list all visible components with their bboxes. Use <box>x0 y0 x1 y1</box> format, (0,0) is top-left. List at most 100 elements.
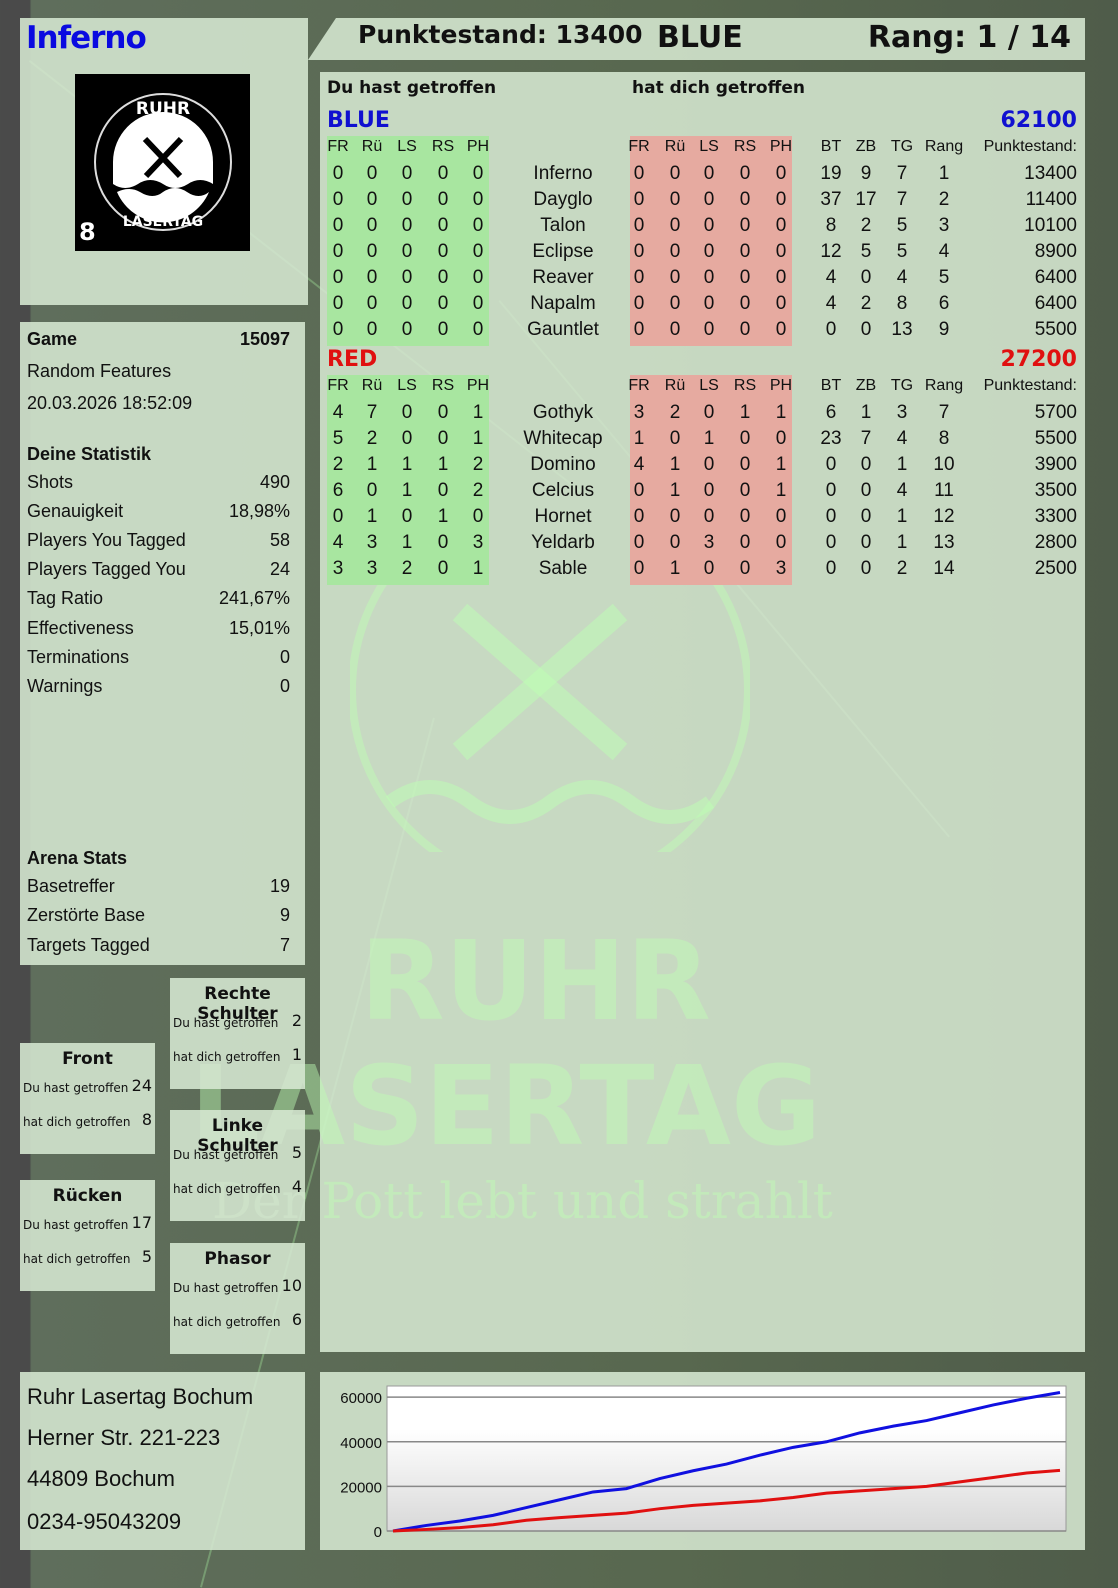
column-header: FR <box>628 138 649 156</box>
hit-you-cell: 0 <box>740 267 751 289</box>
you-hit-cell: 0 <box>333 293 344 315</box>
hit-label: Du hast getroffen <box>23 1218 128 1232</box>
hit-you-cell: 0 <box>670 163 681 185</box>
column-header: Rü <box>362 377 382 395</box>
table-row <box>320 267 1085 293</box>
you-hit-cell: 0 <box>438 189 449 211</box>
you-hit-cell: 0 <box>438 267 449 289</box>
header-score: Punktestand: 13400 <box>358 20 643 49</box>
hit-you-cell: 0 <box>704 189 715 211</box>
you-hit-cell: 0 <box>402 163 413 185</box>
stat-cell: 1 <box>861 402 872 424</box>
player-name: Talon <box>540 215 585 237</box>
column-header: FR <box>628 377 649 395</box>
stats-value: 58 <box>270 530 290 551</box>
stat-cell: 0 <box>861 454 872 476</box>
stat-cell: 2 <box>897 558 908 580</box>
hitzone-title: Phasor <box>170 1249 305 1269</box>
player-name: Hornet <box>534 506 591 528</box>
stats-value: 0 <box>280 647 290 668</box>
game-mode: Random Features <box>27 361 290 382</box>
game-mode-text: Random Features <box>27 361 171 382</box>
stat-cell: 12 <box>820 241 841 263</box>
stats-label: Effectiveness <box>27 618 134 639</box>
hit-you-cell: 0 <box>776 215 787 237</box>
stat-cell: 0 <box>826 532 837 554</box>
stat-cell: 3 <box>897 402 908 424</box>
got-label: hat dich getroffen <box>23 1252 130 1266</box>
hit-label: Du hast getroffen <box>173 1016 278 1030</box>
you-hit-cell: 0 <box>473 506 484 528</box>
hit-value: 5 <box>292 1143 302 1162</box>
hit-you-cell: 1 <box>670 454 681 476</box>
table-row <box>320 428 1085 454</box>
stat-cell: 4 <box>897 267 908 289</box>
you-hit-cell: 0 <box>438 293 449 315</box>
you-hit-cell: 0 <box>473 293 484 315</box>
player-name: Reaver <box>532 267 593 289</box>
got-label: hat dich getroffen <box>173 1182 280 1196</box>
plot-area <box>387 1386 1066 1531</box>
hit-you-cell: 0 <box>704 241 715 263</box>
stat-cell: 4 <box>826 293 837 315</box>
stat-cell: 0 <box>861 558 872 580</box>
hitzone-title: Front <box>20 1049 155 1069</box>
you-hit-cell: 1 <box>402 454 413 476</box>
you-hit-cell: 0 <box>367 267 378 289</box>
you-hit-cell: 0 <box>402 506 413 528</box>
you-hit-cell: 1 <box>438 506 449 528</box>
hit-you-cell: 0 <box>740 506 751 528</box>
you-hit-cell: 0 <box>333 267 344 289</box>
table-row <box>320 454 1085 480</box>
you-hit-cell: 1 <box>473 558 484 580</box>
column-header: FR <box>327 138 348 156</box>
arena-label: Zerstörte Base <box>27 905 145 926</box>
hit-value: 10 <box>282 1276 302 1295</box>
player-name: Whitecap <box>523 428 602 450</box>
you-hit-cell: 1 <box>402 532 413 554</box>
watermark-slogan: Der Pott lebt und strahlt <box>212 1172 833 1230</box>
hit-you-cell: 0 <box>704 267 715 289</box>
you-hit-cell: 1 <box>438 454 449 476</box>
hit-you-cell: 0 <box>634 319 645 341</box>
stats-label: Shots <box>27 472 73 493</box>
address-line: 44809 Bochum <box>27 1466 175 1492</box>
hit-you-cell: 0 <box>740 428 751 450</box>
hit-you-cell: 2 <box>670 402 681 424</box>
stat-cell: 3 <box>939 215 950 237</box>
column-header: PH <box>770 138 792 156</box>
stats-label: Genauigkeit <box>27 501 123 522</box>
you-hit-cell: 0 <box>402 428 413 450</box>
arena-value: 9 <box>280 905 290 926</box>
hit-you-cell: 0 <box>776 319 787 341</box>
stats-label: Players You Tagged <box>27 530 186 551</box>
stat-cell: 14 <box>933 558 954 580</box>
player-score: 3900 <box>1035 454 1077 476</box>
you-hit-cell: 0 <box>333 163 344 185</box>
team-total: 27200 <box>1000 347 1077 372</box>
column-header: LS <box>397 138 417 156</box>
table-row <box>320 319 1085 345</box>
team-total: 62100 <box>1000 108 1077 133</box>
hit-you-cell: 1 <box>670 558 681 580</box>
you-hit-cell: 0 <box>333 189 344 211</box>
hit-you-cell: 0 <box>634 506 645 528</box>
hit-you-cell: 0 <box>776 163 787 185</box>
you-hit-cell: 0 <box>402 293 413 315</box>
you-hit-cell: 0 <box>473 267 484 289</box>
stats-title-text: Deine Statistik <box>27 444 151 465</box>
table-row <box>320 215 1085 241</box>
game-label: Game <box>27 329 77 350</box>
got-value: 8 <box>142 1110 152 1129</box>
player-name: Sable <box>539 558 588 580</box>
you-hit-cell: 2 <box>402 558 413 580</box>
game-datetime-text: 20.03.2026 18:52:09 <box>27 393 192 414</box>
player-score: 10100 <box>1024 215 1077 237</box>
